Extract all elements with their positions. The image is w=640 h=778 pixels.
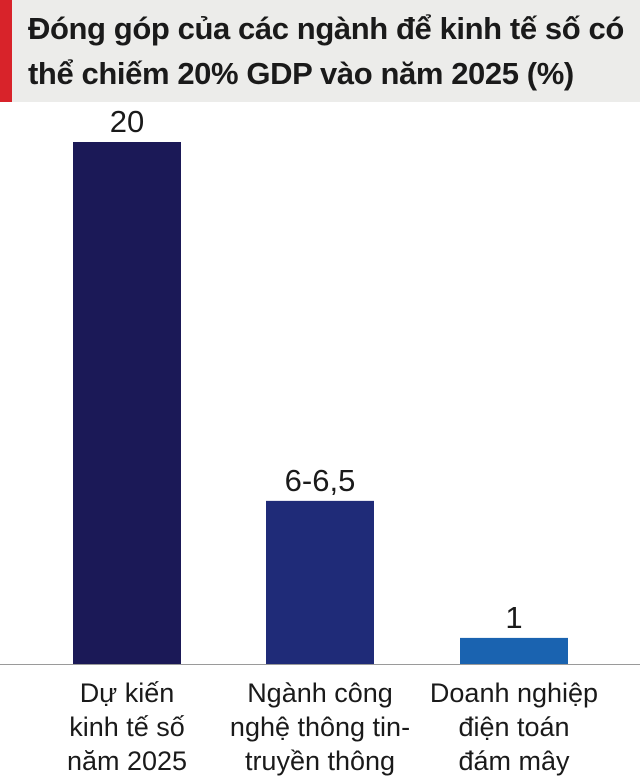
category-label-line: đám mây [458,746,570,776]
category-label-line: năm 2025 [66,746,188,776]
bar-3 [460,637,568,664]
category-label-line: Ngành công [247,678,393,708]
bar-chart: 20 6-6,5 1 [0,104,640,665]
category-label-line: Doanh nghiệp [429,678,599,708]
bar-2 [266,500,374,664]
value-label-2: 6-6,5 [285,463,356,498]
chart-title: Đóng góp của các ngành để kinh tế số có … [28,11,624,91]
category-label-line: điện toán [458,712,570,742]
title-bar: Đóng góp của các ngành để kinh tế số có … [0,0,640,102]
value-label-1: 20 [110,104,144,139]
category-label-3: Doanh nghiệp điện toán đám mây [414,676,614,778]
bar-1 [73,142,181,664]
category-label-line: kinh tế số [69,712,185,742]
category-label-line: truyền thông [244,746,396,776]
category-label-line: Dự kiến [79,678,175,708]
category-label-1: Dự kiến kinh tế số năm 2025 [27,676,227,778]
value-label-3: 1 [505,600,522,635]
title-accent-bar [0,0,12,102]
category-label-line: nghệ thông tin- [229,712,411,742]
category-label-2: Ngành công nghệ thông tin-truyền thông [220,676,420,778]
